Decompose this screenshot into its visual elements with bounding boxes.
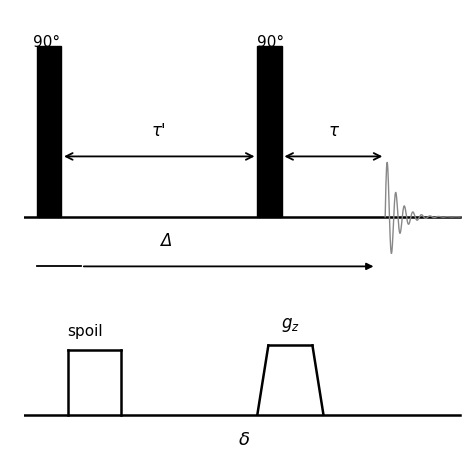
Text: τ: τ bbox=[328, 122, 338, 140]
Text: τ': τ' bbox=[152, 122, 166, 140]
Bar bbox=[37, 46, 61, 217]
Text: $g_z$: $g_z$ bbox=[281, 316, 300, 334]
Text: δ: δ bbox=[238, 430, 250, 448]
Bar bbox=[257, 46, 282, 217]
Text: 90°: 90° bbox=[33, 36, 60, 50]
Text: spoil: spoil bbox=[68, 324, 103, 339]
Text: Δ: Δ bbox=[160, 232, 172, 250]
Text: 90°: 90° bbox=[257, 36, 284, 50]
